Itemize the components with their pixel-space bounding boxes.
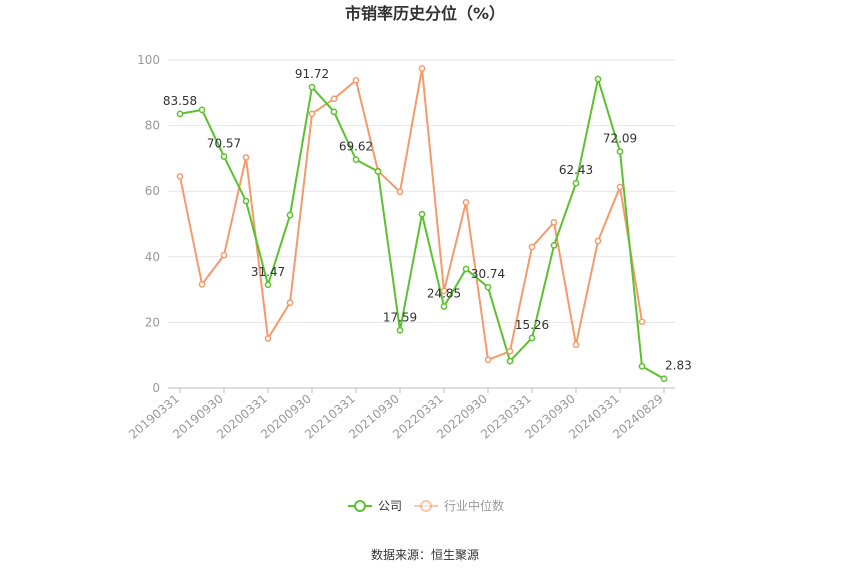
legend-industry-label: 行业中位数	[444, 498, 504, 513]
industry-median-data-point[interactable]	[418, 65, 426, 72]
company-data-point[interactable]	[198, 106, 206, 114]
series-points	[176, 65, 668, 383]
y-tick-label: 60	[145, 184, 160, 198]
company-data-label: 69.62	[339, 140, 373, 154]
company-data-point[interactable]	[308, 83, 316, 91]
legend-company-label: 公司	[378, 499, 402, 513]
company-data-point[interactable]	[616, 148, 624, 155]
company-data-point[interactable]	[594, 75, 602, 83]
company-data-label: 17.59	[383, 310, 417, 324]
legend-item-industry-median[interactable]: 行业中位数	[414, 498, 504, 513]
series-lines	[179, 67, 665, 380]
industry-median-data-point[interactable]	[242, 154, 250, 161]
industry-median-data-point[interactable]	[220, 251, 228, 259]
industry-median-data-point[interactable]	[198, 281, 206, 288]
industry-median-data-point[interactable]	[572, 341, 580, 349]
industry-median-data-point[interactable]	[594, 237, 602, 245]
company-data-point[interactable]	[352, 156, 360, 163]
company-data-point[interactable]	[550, 241, 558, 249]
y-tick-label: 80	[145, 119, 160, 133]
company-data-label: 72.09	[603, 132, 637, 146]
industry-median-series-line	[179, 67, 643, 361]
company-data-label: 24.85	[427, 286, 461, 300]
company-data-label: 15.26	[515, 318, 549, 332]
company-data-point[interactable]	[528, 334, 536, 342]
y-axis-ticks: 0 20 40 60 80 100	[137, 53, 160, 395]
company-data-point[interactable]	[220, 153, 228, 160]
y-tick-label: 100	[137, 53, 160, 67]
grid-lines	[168, 59, 675, 323]
company-data-point[interactable]	[506, 357, 514, 365]
legend-item-company[interactable]: 公司	[348, 499, 402, 513]
company-data-point[interactable]	[638, 363, 646, 370]
company-data-label: 62.43	[559, 163, 593, 177]
industry-median-data-point[interactable]	[484, 356, 492, 364]
industry-median-data-point[interactable]	[176, 173, 184, 180]
company-data-point[interactable]	[484, 283, 492, 291]
y-tick-label: 0	[152, 381, 160, 395]
y-tick-label: 20	[145, 315, 160, 329]
industry-median-data-point[interactable]	[462, 199, 470, 206]
company-data-label: 31.47	[251, 265, 285, 279]
legend-company-marker	[354, 500, 366, 512]
industry-median-data-point[interactable]	[330, 95, 338, 103]
company-data-label: 83.58	[163, 94, 197, 108]
industry-median-data-point[interactable]	[264, 335, 272, 342]
x-axis: 2019033120190930202003312020093020210331…	[126, 387, 675, 442]
company-data-point[interactable]	[462, 265, 470, 273]
industry-median-data-point[interactable]	[616, 183, 624, 191]
legend: 公司 行业中位数	[348, 498, 504, 513]
source-note: 数据来源：恒生聚源	[371, 547, 479, 562]
industry-median-data-point[interactable]	[440, 287, 448, 295]
industry-median-data-point[interactable]	[506, 347, 514, 355]
industry-median-data-point[interactable]	[528, 243, 536, 251]
company-series-line	[179, 78, 665, 380]
company-data-point[interactable]	[396, 326, 404, 334]
company-data-point[interactable]	[264, 281, 272, 289]
legend-industry-marker	[420, 500, 432, 512]
chart-title: 市销率历史分位（%）	[345, 4, 505, 23]
industry-median-data-point[interactable]	[286, 299, 294, 307]
company-data-point[interactable]	[440, 303, 448, 310]
company-data-point[interactable]	[374, 168, 382, 175]
industry-median-data-point[interactable]	[638, 318, 646, 326]
company-data-point[interactable]	[286, 211, 294, 219]
y-tick-label: 40	[145, 250, 160, 264]
company-data-point[interactable]	[242, 197, 250, 205]
industry-median-data-point[interactable]	[396, 188, 404, 196]
industry-median-data-point[interactable]	[550, 219, 558, 226]
industry-median-data-point[interactable]	[308, 110, 316, 118]
company-data-label: 70.57	[207, 137, 241, 151]
company-data-point[interactable]	[418, 210, 426, 218]
company-data-point[interactable]	[330, 108, 338, 116]
company-data-point[interactable]	[176, 110, 184, 118]
company-data-point[interactable]	[660, 375, 668, 383]
company-data-label: 30.74	[471, 267, 505, 281]
company-data-point[interactable]	[572, 179, 580, 187]
company-data-label: 2.83	[665, 359, 692, 373]
company-data-label: 91.72	[295, 67, 329, 81]
data-labels: 83.58 70.57 31.47 91.72 69.62 17.59 24.85 30.74…	[163, 67, 692, 373]
industry-median-data-point[interactable]	[352, 76, 360, 84]
